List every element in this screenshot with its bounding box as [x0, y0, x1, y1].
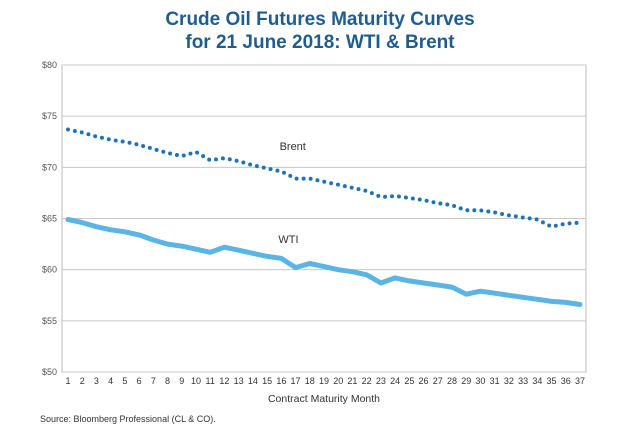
x-tick-label: 9 [179, 376, 184, 386]
x-tick-label: 35 [547, 376, 557, 386]
x-tick-label: 12 [219, 376, 229, 386]
x-tick-label: 8 [165, 376, 170, 386]
y-tick-label: $60 [42, 265, 57, 275]
chart-title-line-1: Crude Oil Futures Maturity Curves [165, 9, 475, 30]
series-line-wti [65, 217, 583, 307]
chart-title: Crude Oil Futures Maturity Curves for 21… [0, 8, 640, 54]
x-tick-label: 2 [80, 376, 85, 386]
x-tick-label: 22 [362, 376, 372, 386]
x-tick-label: 23 [376, 376, 386, 386]
y-tick-label: $80 [42, 60, 57, 70]
x-tick-label: 14 [248, 376, 258, 386]
series-label-brent: Brent [280, 141, 306, 153]
x-tick-label: 25 [404, 376, 414, 386]
x-tick-label: 1 [65, 376, 70, 386]
y-tick-label: $75 [42, 111, 57, 121]
x-tick-label: 13 [234, 376, 244, 386]
x-tick-label: 28 [447, 376, 457, 386]
x-tick-label: 18 [305, 376, 315, 386]
y-tick-label: $70 [42, 162, 57, 172]
series-label-wti: WTI [278, 234, 298, 246]
x-tick-label: 20 [333, 376, 343, 386]
x-tick-label: 29 [461, 376, 471, 386]
source-note: Source: Bloomberg Professional (CL & CO)… [40, 414, 216, 424]
x-tick-label: 10 [191, 376, 201, 386]
y-tick-label: $55 [42, 316, 57, 326]
x-tick-label: 3 [94, 376, 99, 386]
x-tick-label: 4 [108, 376, 113, 386]
x-tick-label: 19 [319, 376, 329, 386]
x-tick-label: 30 [475, 376, 485, 386]
x-tick-label: 24 [390, 376, 400, 386]
x-tick-label: 11 [206, 376, 215, 386]
x-tick-label: 31 [490, 376, 500, 386]
x-tick-label: 36 [561, 376, 571, 386]
x-tick-label: 16 [276, 376, 286, 386]
x-tick-label: 7 [151, 376, 156, 386]
x-tick-label: 26 [419, 376, 429, 386]
x-tick-label: 21 [347, 376, 357, 386]
x-tick-label: 33 [518, 376, 528, 386]
chart-title-line-2: for 21 June 2018: WTI & Brent [185, 32, 455, 53]
y-tick-label: $65 [42, 214, 57, 224]
y-tick-label: $50 [42, 367, 57, 377]
x-tick-label: 6 [137, 376, 142, 386]
x-axis-label: Contract Maturity Month [268, 393, 380, 405]
series-line-brent [66, 127, 582, 229]
x-tick-label: 15 [262, 376, 272, 386]
x-tick-label: 17 [291, 376, 301, 386]
x-tick-label: 5 [122, 376, 127, 386]
x-tick-label: 37 [575, 376, 585, 386]
x-tick-label: 34 [532, 376, 542, 386]
x-tick-label: 27 [433, 376, 443, 386]
x-tick-label: 32 [504, 376, 514, 386]
